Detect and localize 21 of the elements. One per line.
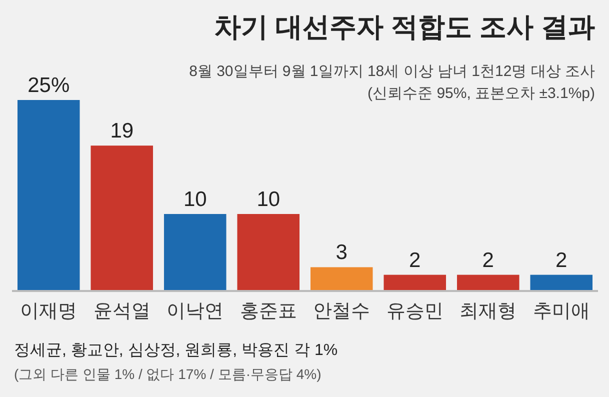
category: 윤석열: [93, 301, 150, 322]
title: 차기 대선주자 적합도 조사 결과: [214, 12, 595, 42]
category: 유승민: [386, 301, 444, 322]
subtitle: (신뢰수준 95%, 표본오차 ±3.1%p): [368, 85, 595, 102]
value-label: 2: [409, 248, 421, 272]
category: 추미애: [532, 301, 590, 322]
category: 홍준표: [240, 301, 297, 322]
value-label: 10: [256, 188, 280, 211]
category: 최재형: [460, 301, 517, 322]
value-label: 19: [110, 120, 134, 143]
value-label: 2: [556, 248, 568, 272]
value-label: 10: [183, 188, 207, 211]
category: 이재명: [20, 301, 78, 322]
annotation: 정세균, 황교안, 심상정, 원희룡, 박용진 각 1%: [14, 342, 338, 359]
subtitle: 8월 30일부터 9월 1일까지 18세 이상 남녀 1천12명 대상 조사: [189, 63, 595, 80]
value-label: 3: [336, 241, 348, 264]
value-label: 2: [482, 248, 494, 272]
category: 이낙연: [166, 301, 224, 322]
category: 안철수: [313, 301, 370, 322]
annotation: (그외 다른 인물 1% / 없다 17% / 모름·무응답 4%): [14, 366, 322, 382]
value-label: 25%: [28, 74, 70, 97]
